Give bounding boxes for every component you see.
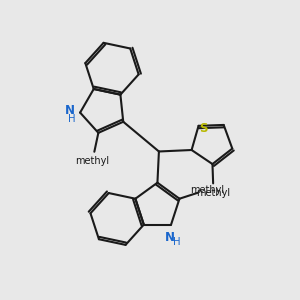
Text: methyl: methyl — [190, 185, 224, 195]
Text: H: H — [68, 113, 76, 124]
Text: H: H — [173, 237, 180, 247]
Text: methyl: methyl — [196, 188, 230, 198]
Text: S: S — [199, 122, 207, 135]
Text: N: N — [165, 231, 175, 244]
Text: N: N — [65, 104, 75, 117]
Text: methyl: methyl — [75, 156, 110, 166]
